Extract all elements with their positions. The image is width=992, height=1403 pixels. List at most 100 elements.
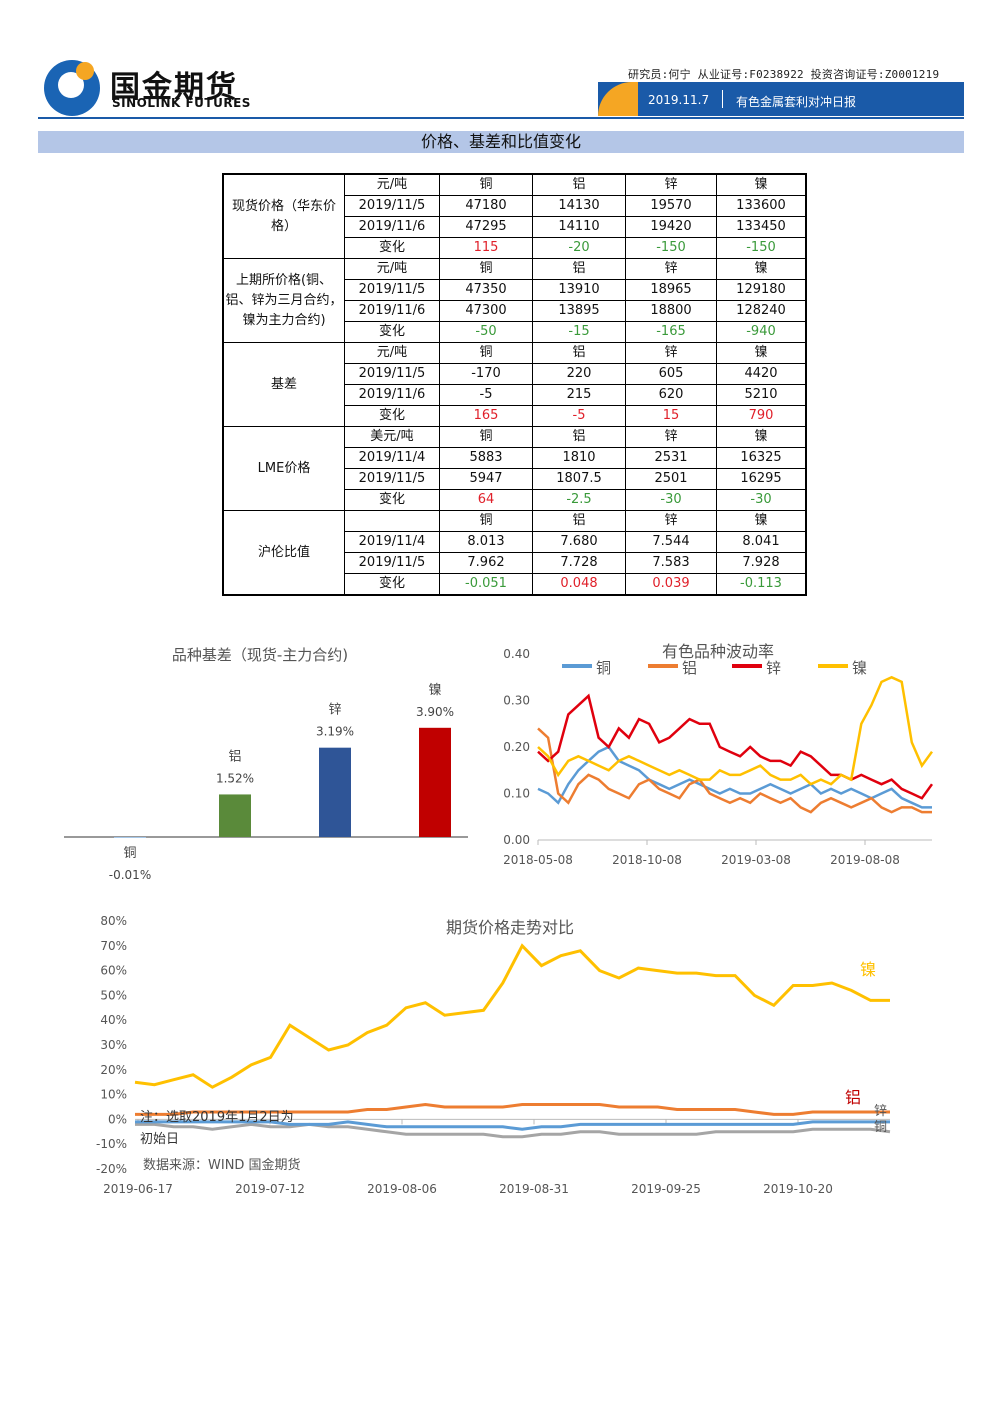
table-cell: 5947 <box>439 468 533 490</box>
table-cell: 铝 <box>532 426 626 448</box>
table-cell: 2019/11/5 <box>344 363 440 385</box>
table-row: 2019/11/5 7.962 7.728 7.583 7.928 <box>223 552 807 574</box>
table-row: 现货价格（华东价格） 元/吨铜铝锌镍 <box>222 173 807 259</box>
series-line <box>134 943 890 1089</box>
table-cell: 7.928 <box>716 552 807 574</box>
y-tick-label: 20% <box>100 1063 127 1077</box>
chart-source: 数据来源：WIND 国金期货 <box>143 1157 301 1173</box>
logo-dot <box>76 62 94 80</box>
table-cell: -5 <box>532 405 626 427</box>
table-cell: 镍 <box>716 258 807 280</box>
table-cell: -0.051 <box>439 573 533 596</box>
group-label: LME价格 <box>222 426 345 511</box>
table-cell: 元/吨 <box>344 342 440 364</box>
table-cell: 133450 <box>716 216 807 238</box>
table-cell: 7.583 <box>625 552 717 574</box>
table-cell: 2019/11/5 <box>344 279 440 301</box>
table-cell: 铜 <box>439 258 533 280</box>
table-cell: 变化 <box>344 573 440 596</box>
table-cell: 14110 <box>532 216 626 238</box>
table-cell: 1807.5 <box>532 468 626 490</box>
y-tick-label: 0.10 <box>503 787 530 801</box>
series-label-copper: 铜 <box>874 1120 887 1135</box>
y-tick-label: 80% <box>100 914 127 928</box>
table-cell: 2019/11/4 <box>344 447 440 469</box>
table-cell: 13895 <box>532 300 626 322</box>
y-tick-label: -20% <box>96 1162 127 1176</box>
table-cell: 2501 <box>625 468 717 490</box>
bar-category-label: 铝 <box>228 749 241 764</box>
table-row: 变化 64 -2.5 -30 -30 <box>223 489 807 511</box>
table-row: 沪伦比值 铜铝锌镍 <box>222 510 807 596</box>
bar-value-label: 3.19% <box>316 725 354 739</box>
legend-label: 铝 <box>682 659 697 677</box>
table-cell: 锌 <box>625 426 717 448</box>
section-title: 价格、基差和比值变化 <box>420 132 581 151</box>
table-cell: 2019/11/6 <box>344 216 440 238</box>
legend-label: 锌 <box>766 659 781 677</box>
header-bar <box>598 82 964 116</box>
table-cell: 133600 <box>716 195 807 217</box>
table-cell: 7.544 <box>625 531 717 553</box>
table-cell: 15 <box>625 405 717 427</box>
table-cell: 镍 <box>716 173 807 196</box>
table-row: 2019/11/5 5947 1807.5 2501 16295 <box>223 468 807 490</box>
table-cell: -165 <box>625 321 717 343</box>
table-cell: 4420 <box>716 363 807 385</box>
series-label-aluminum: 铝 <box>845 1088 861 1107</box>
x-tick-label: 2018-05-08 <box>503 853 573 867</box>
table-cell: 变化 <box>344 321 440 343</box>
table-cell: 镍 <box>716 426 807 448</box>
y-tick-label: 70% <box>100 939 127 953</box>
table-cell: 18800 <box>625 300 717 322</box>
table-cell: 2019/11/5 <box>344 552 440 574</box>
table-cell: 47350 <box>439 279 533 301</box>
table-cell: -940 <box>716 321 807 343</box>
table-cell: 铜 <box>439 510 533 532</box>
x-tick-label: 2019-08-06 <box>367 1182 437 1196</box>
bar-value-label: 3.90% <box>416 705 454 719</box>
table-cell: -20 <box>532 237 626 259</box>
table-cell: 锌 <box>625 258 717 280</box>
table-cell: 5210 <box>716 384 807 406</box>
x-tick-label: 2019-08-08 <box>830 853 900 867</box>
basis-bar-chart: 品种基差（现货-主力合约) 铜 -0.01% 铝 1.52% 锌 3.19% 镍 3.90% <box>64 646 468 882</box>
table-cell: 215 <box>532 384 626 406</box>
series-label-zinc: 锌 <box>874 1104 887 1119</box>
logo-english: SINOLINK FUTURES <box>112 96 251 110</box>
group-label: 基差 <box>222 342 345 427</box>
bar <box>219 794 251 837</box>
group-label: 现货价格（华东价格） <box>222 173 345 259</box>
table-cell: 变化 <box>344 489 440 511</box>
series-label-nickel: 镍 <box>860 960 876 979</box>
table-cell: 镍 <box>716 510 807 532</box>
table-cell: 7.728 <box>532 552 626 574</box>
table-cell: 47300 <box>439 300 533 322</box>
series-line <box>537 693 934 800</box>
x-tick-label: 2019-03-08 <box>721 853 791 867</box>
y-tick-label: 50% <box>100 988 127 1002</box>
y-tick-label: 40% <box>100 1013 127 1027</box>
series-line <box>135 1122 891 1139</box>
table-cell: 47180 <box>439 195 533 217</box>
y-tick-label: 0.20 <box>503 740 530 754</box>
table-row: 2019/11/6 -5 215 620 5210 <box>223 384 807 406</box>
report-title: 有色金属套利对冲日报 <box>736 95 857 109</box>
report-date: 2019.11.7 <box>648 93 710 107</box>
series-line <box>135 1120 890 1131</box>
bar <box>319 747 351 837</box>
table-cell: 2019/11/4 <box>344 531 440 553</box>
table-cell: 铝 <box>532 173 626 196</box>
section-bar <box>38 131 964 153</box>
table-cell: 220 <box>532 363 626 385</box>
header-rule <box>38 117 964 119</box>
table-cell: -5 <box>439 384 533 406</box>
table-cell: 铜 <box>439 173 533 196</box>
table-cell: 605 <box>625 363 717 385</box>
table-row: 变化 115 -20 -150 -150 <box>223 237 807 259</box>
table-cell: -50 <box>439 321 533 343</box>
researcher-info: 研究员:何宁 从业证号:F0238922 投资咨询证号:Z0001219 <box>628 68 940 81</box>
table-cell: 2019/11/5 <box>344 195 440 217</box>
table-row: 基差 元/吨铜铝锌镍 <box>222 342 807 427</box>
table-cell: 165 <box>439 405 533 427</box>
